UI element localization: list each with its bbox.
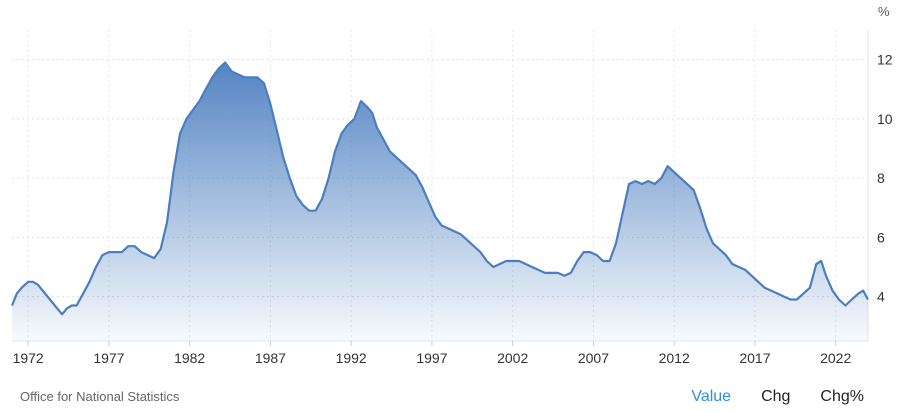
view-tabs: Value Chg Chg% bbox=[661, 386, 864, 408]
x-tick-label: 2022 bbox=[820, 350, 851, 366]
y-axis: 4 6 8 10 12 bbox=[877, 52, 893, 305]
series-area bbox=[12, 62, 868, 341]
y-tick-label: 10 bbox=[877, 111, 893, 127]
x-tick-label: 2017 bbox=[739, 350, 770, 366]
chart: 1972 1977 1982 1987 1992 1997 2002 2007 2012 2017… bbox=[10, 4, 893, 366]
x-axis: 1972 1977 1982 1987 1992 1997 2002 2007 2012 2017… bbox=[13, 341, 851, 366]
chart-footer: Office for National Statistics Value Chg… bbox=[0, 386, 900, 413]
y-tick-label: 6 bbox=[877, 229, 885, 245]
tab-chg-percent[interactable]: Chg% bbox=[820, 388, 864, 405]
x-tick-label: 1987 bbox=[255, 350, 286, 366]
tab-value[interactable]: Value bbox=[691, 388, 732, 405]
x-tick-label: 1992 bbox=[336, 350, 367, 366]
x-tick-label: 2012 bbox=[659, 350, 690, 366]
tab-chg[interactable]: Chg bbox=[761, 388, 791, 405]
x-tick-label: 1982 bbox=[174, 350, 205, 366]
y-tick-label: 8 bbox=[877, 170, 885, 186]
source-label: Office for National Statistics bbox=[20, 389, 180, 404]
y-unit-label: % bbox=[878, 4, 890, 19]
x-tick-label: 1977 bbox=[93, 350, 124, 366]
x-tick-label: 1997 bbox=[416, 350, 447, 366]
x-tick-label: 2007 bbox=[578, 350, 609, 366]
series-line bbox=[10, 61, 869, 316]
y-tick-label: 4 bbox=[877, 289, 885, 305]
x-tick-label: 2002 bbox=[497, 350, 528, 366]
x-tick-label: 1972 bbox=[13, 350, 44, 366]
y-tick-label: 12 bbox=[877, 52, 893, 68]
